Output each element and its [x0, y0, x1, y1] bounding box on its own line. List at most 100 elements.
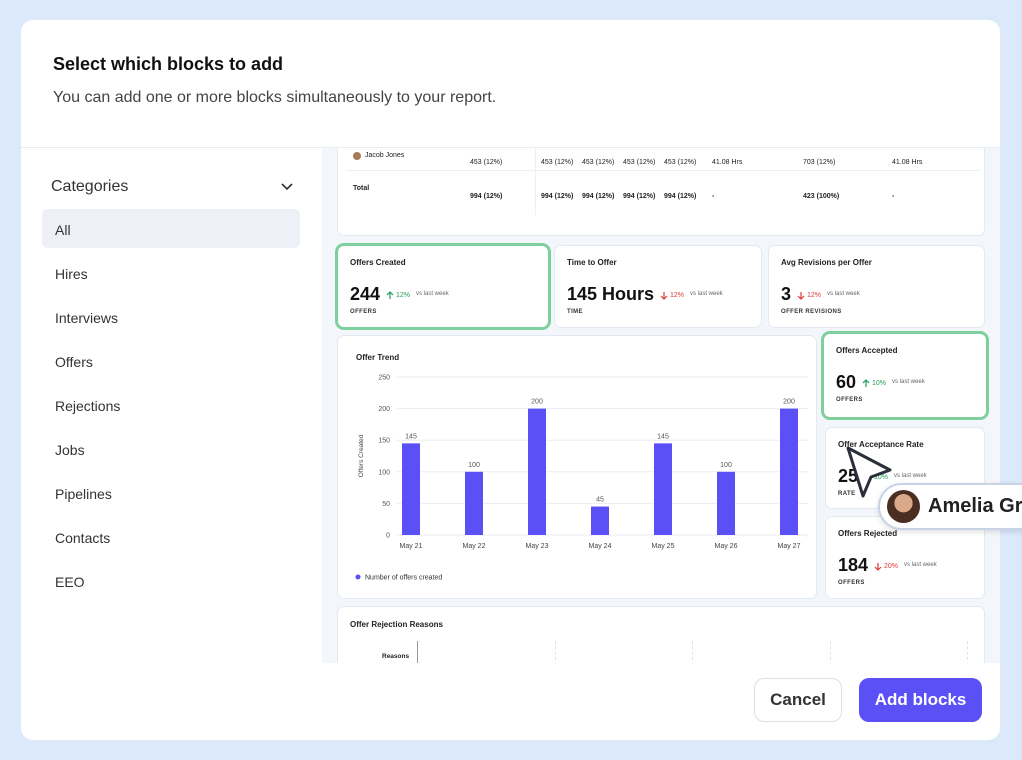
arrow-icon — [862, 379, 870, 387]
sidebar-heading: Categories — [51, 178, 129, 195]
x-tick-label: May 24 — [589, 543, 612, 550]
rejection-title: Offer Rejection Reasons — [350, 620, 443, 629]
table-cell: - — [712, 193, 715, 200]
change: 10% — [874, 474, 889, 481]
kpi-unit: RATE — [838, 491, 856, 497]
chevron-icon — [281, 183, 293, 191]
table-cell: 994 (12%) — [623, 193, 656, 200]
chart-card: Offer Trend Offers Created 0 50 100 150 200 250… — [338, 336, 816, 598]
category-item[interactable]: Contacts — [55, 530, 111, 546]
rejection-column: Reasons — [382, 653, 410, 660]
x-tick-label: May 22 — [463, 543, 486, 550]
trend-arrow — [874, 563, 882, 571]
table-cell: 994 (12%) — [582, 193, 615, 200]
kpi-card[interactable]: Offers Accepted 60 10% vs last week OFFERS — [824, 334, 986, 417]
kpi-change: 12% vs last week — [797, 291, 860, 300]
x-tick-label: May 23 — [526, 543, 549, 550]
x-tick-label: May 21 — [400, 543, 423, 550]
category-item[interactable]: Offers — [55, 354, 93, 370]
change: 10% — [872, 380, 887, 387]
cancel-button[interactable]: Cancel — [754, 678, 842, 722]
legend-dot — [355, 574, 361, 580]
table-cell: Jacob Jones — [365, 152, 405, 159]
trend-arrow — [797, 292, 805, 300]
kpi-value: 244 — [350, 284, 381, 304]
table-cell: - — [892, 193, 895, 200]
kpi-value: 60 — [836, 372, 857, 392]
kpi-card[interactable]: Avg Revisions per Offer 3 12% vs last week O… — [769, 246, 984, 327]
value-label: 45 — [596, 497, 604, 504]
kpi-card[interactable]: Time to Offer 145 Hours 12% vs last week TIM… — [555, 246, 761, 327]
y-tick-label: 100 — [378, 469, 390, 476]
category-item[interactable]: Hires — [55, 266, 88, 282]
value-label: 100 — [468, 462, 480, 469]
arrow-icon — [797, 292, 805, 300]
table-cell: 41.08 Hrs — [712, 159, 743, 166]
chart: Offer Trend Offers Created 0 50 100 150 200 250… — [355, 353, 808, 582]
table-cell: 453 (12%) — [470, 159, 503, 166]
add-button[interactable]: Add blocks — [859, 678, 982, 722]
table-cell: 453 (12%) — [664, 159, 697, 166]
change-note: vs last week — [827, 290, 860, 297]
kpi-unit: OFFERS — [350, 309, 377, 315]
dashed-line — [967, 641, 968, 663]
change: 12% — [670, 292, 685, 299]
chevron[interactable] — [281, 182, 293, 192]
kpi-value: 145 Hours — [567, 284, 655, 304]
x-tick-label: May 26 — [715, 543, 738, 550]
category-item[interactable]: Interviews — [55, 310, 119, 326]
value-label: 200 — [531, 399, 543, 406]
y-tick-label: 0 — [386, 533, 390, 540]
value-label: 145 — [405, 433, 417, 440]
kpi-unit: OFFERS — [836, 397, 863, 403]
y-tick-label: 200 — [378, 406, 390, 413]
kpi-title: Offers Rejected — [838, 529, 898, 538]
kpi-card[interactable]: Offers Rejected 184 20% vs last week OFFERS — [826, 517, 984, 598]
table-cell: 994 (12%) — [470, 193, 503, 200]
modal-title: Select which blocks to add — [53, 54, 284, 74]
table-cell: 994 (12%) — [664, 193, 697, 200]
change-note: vs last week — [892, 378, 925, 385]
arrow-icon — [874, 563, 882, 571]
x-tick-label: May 27 — [778, 543, 801, 550]
table-cell: 453 (12%) — [541, 159, 574, 166]
kpi-unit: OFFERS — [838, 580, 865, 586]
kpi-unit: OFFER REVISIONS — [781, 309, 842, 315]
table-cell: 41.08 Hrs — [892, 159, 923, 166]
chart-title: Offer Trend — [356, 353, 399, 362]
category-item[interactable]: Rejections — [55, 398, 121, 414]
cursor-arrow — [846, 446, 892, 498]
table-cell: 453 (12%) — [623, 159, 656, 166]
category-item[interactable]: EEO — [55, 574, 85, 590]
axis-line — [417, 641, 418, 663]
value-label: 145 — [657, 433, 669, 440]
user-pill: Amelia Gr — [878, 483, 1022, 530]
dashed-line — [830, 641, 831, 663]
trend-arrow — [862, 379, 870, 387]
table-cell: 453 (12%) — [582, 159, 615, 166]
value-label: 100 — [720, 462, 732, 469]
table-cell: Total — [353, 185, 370, 192]
arrow-icon — [386, 291, 394, 299]
trend-arrow — [386, 291, 394, 299]
category-item[interactable]: Pipelines — [55, 486, 112, 502]
y-tick-label: 250 — [378, 375, 390, 382]
dashed-line — [692, 641, 693, 663]
kpi-change: 10% vs last week — [862, 379, 925, 388]
kpi-value: 25 — [838, 466, 859, 486]
change-note: vs last week — [416, 290, 449, 297]
kpi-card[interactable]: Offers Created 244 12% vs last week OFFERS — [338, 246, 548, 327]
category-item[interactable]: All — [55, 222, 71, 238]
kpi-unit: TIME — [567, 309, 583, 315]
y-tick-label: 50 — [382, 501, 390, 508]
category-item[interactable]: Jobs — [55, 442, 85, 458]
x-tick-label: May 25 — [652, 543, 675, 550]
kpi-change: 12% vs last week — [386, 291, 449, 300]
kpi-value: 3 — [781, 284, 792, 304]
y-axis-label: Offers Created — [358, 434, 365, 477]
value-label: 200 — [783, 399, 795, 406]
table-col-rule — [535, 148, 536, 215]
dashed-line — [555, 641, 556, 663]
bar — [717, 471, 735, 535]
